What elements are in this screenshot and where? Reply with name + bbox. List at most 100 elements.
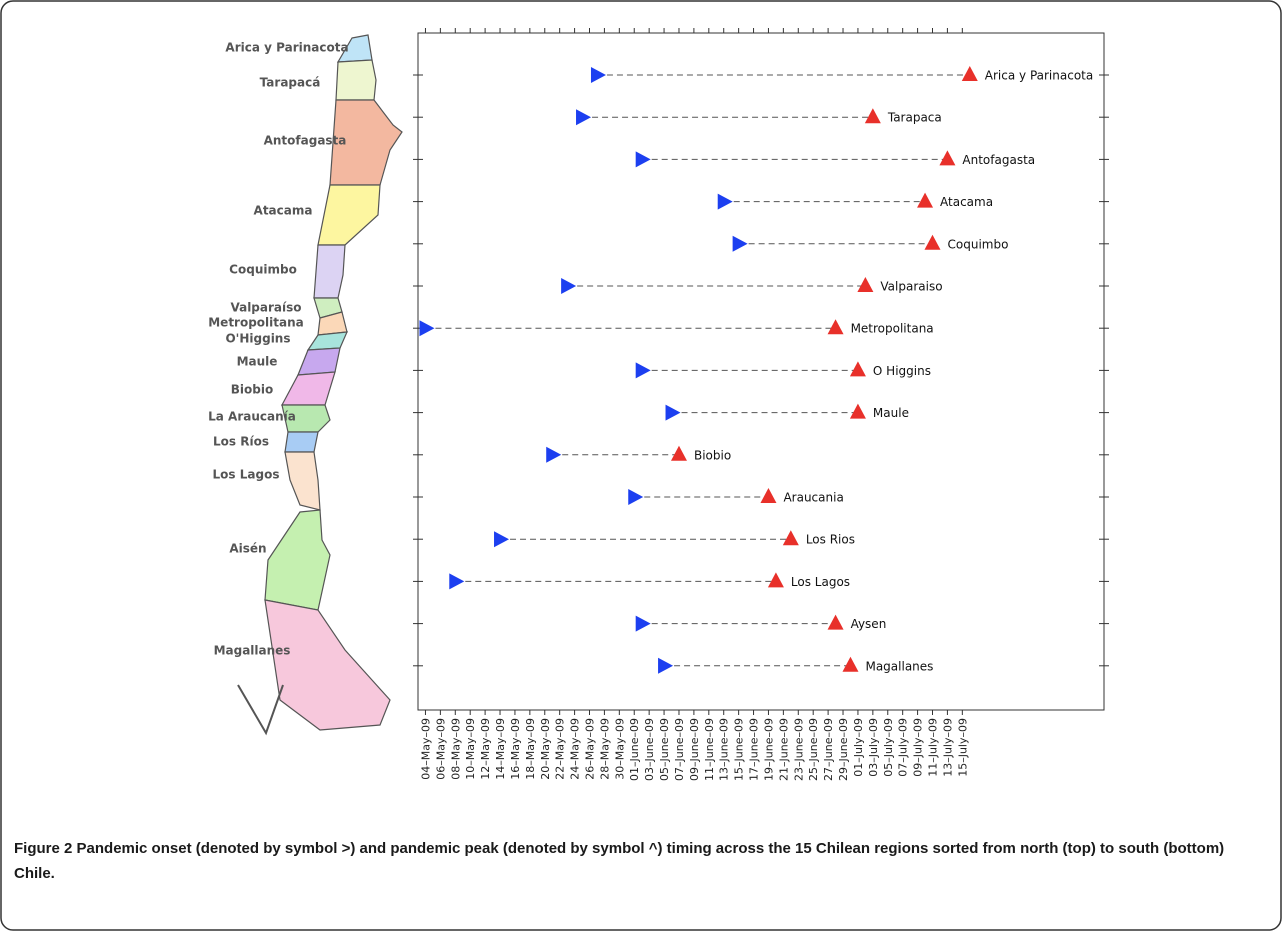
peak-marker (767, 572, 784, 588)
peak-marker (782, 530, 799, 546)
x-tick-label: 03–July–09 (867, 718, 880, 777)
region-label: Atacama (254, 204, 313, 218)
x-tick-label: 03–June–09 (643, 718, 656, 781)
x-tick-label: 11–June–09 (703, 718, 716, 781)
peak-marker (849, 403, 866, 419)
x-tick-label: 06–May–09 (434, 718, 447, 780)
region-name: Araucania (783, 491, 843, 505)
region-shape (306, 331, 348, 351)
x-tick-label: 05–July–09 (882, 718, 895, 777)
onset-marker (494, 531, 510, 548)
region-name: Arica y Parinacota (985, 69, 1093, 83)
x-tick-label: 23–June–09 (792, 718, 805, 781)
x-tick-label: 09–June–09 (688, 718, 701, 781)
x-tick-label: 12–May–09 (479, 718, 492, 780)
region-name: O Higgins (873, 364, 931, 378)
x-tick-label: 07–June–09 (673, 718, 686, 781)
region-shape (317, 184, 381, 246)
x-tick-label: 01–June–09 (628, 718, 641, 781)
x-tick-label: 05–June–09 (658, 718, 671, 781)
onset-marker (576, 109, 592, 126)
region-shape (284, 431, 319, 453)
x-tick-label: 08–May–09 (449, 718, 462, 780)
onset-marker (732, 235, 748, 252)
x-tick-label: 30–May–09 (613, 718, 626, 780)
onset-marker (635, 151, 651, 168)
x-tick-label: 17–June–09 (748, 718, 761, 781)
onset-marker (717, 193, 733, 210)
region-shape (281, 404, 331, 433)
x-tick-label: 27–June–09 (822, 718, 835, 781)
peak-marker (924, 234, 941, 250)
x-tick-label: 25–June–09 (807, 718, 820, 781)
onset-marker (635, 615, 651, 632)
region-label: La Araucanía (208, 410, 296, 424)
x-tick-label: 14–May–09 (494, 718, 507, 780)
x-tick-label: 28–May–09 (598, 718, 611, 780)
region-name: Biobio (694, 448, 731, 462)
onset-marker (419, 320, 435, 337)
region-label: Valparaíso (230, 301, 301, 315)
x-tick-label: 01–July–09 (852, 718, 865, 777)
x-tick-label: 29–June–09 (837, 718, 850, 781)
x-tick-label: 11–July–09 (927, 718, 940, 777)
x-tick-label: 18–May–09 (524, 718, 537, 780)
region-label: Arica y Parinacota (225, 41, 348, 55)
map: Arica y Parinacota Tarapacá Antofagasta Ata… (208, 34, 403, 736)
region-label: Coquimbo (229, 263, 297, 277)
onset-marker (635, 362, 651, 379)
region-name: Coquimbo (948, 237, 1009, 251)
region-name: Maule (873, 406, 909, 420)
region-name: Aysen (851, 617, 887, 631)
region-label: Biobio (231, 383, 273, 397)
x-tick-label: 13–June–09 (718, 718, 731, 781)
region-label: O'Higgins (225, 332, 290, 346)
x-tick-label: 22–May–09 (554, 718, 567, 780)
peak-marker (827, 614, 844, 630)
caption-text: Pandemic onset (denoted by symbol >) and… (14, 840, 1225, 882)
peak-marker (827, 319, 844, 335)
peak-marker (842, 656, 859, 672)
antarctic-marker (237, 684, 284, 736)
x-tick-label: 16–May–09 (509, 718, 522, 780)
x-tick-label: 04–May–09 (419, 718, 432, 780)
region-name: Los Rios (806, 533, 855, 547)
region-label: Los Lagos (213, 468, 280, 482)
region-name: Antofagasta (962, 153, 1035, 167)
x-tick-label: 26–May–09 (584, 718, 597, 780)
region-name: Metropolitana (851, 322, 934, 336)
region-label: Antofagasta (264, 134, 347, 148)
x-tick-label: 09–July–09 (912, 718, 925, 777)
region-name: Atacama (940, 195, 993, 209)
x-tick-label: 15–July–09 (956, 718, 969, 777)
peak-marker (961, 66, 978, 81)
onset-marker (546, 446, 562, 463)
region-shape (264, 509, 331, 611)
caption: Figure 2 Pandemic onset (denoted by symb… (14, 836, 1264, 886)
region-label: Metropolitana (208, 316, 304, 330)
peak-marker (760, 488, 777, 503)
x-tick-label: 13–July–09 (941, 718, 954, 777)
onset-marker (449, 573, 465, 590)
region-label: Aisén (229, 542, 266, 556)
x-tick-label: 07–July–09 (897, 718, 910, 777)
onset-marker (628, 489, 644, 505)
region-label: Los Ríos (213, 435, 269, 449)
region-label: Maule (237, 355, 278, 369)
region-name: Magallanes (865, 659, 933, 673)
region-shape (284, 451, 321, 511)
onset-marker (561, 278, 577, 294)
caption-label: Figure 2 (14, 840, 73, 857)
plot-area: 04–May–09 06–May–09 08–May–09 10–May–09 12–M… (413, 28, 1109, 781)
x-tick-label: 24–May–09 (569, 718, 582, 780)
peak-marker (849, 361, 866, 377)
region-label: Tarapacá (260, 76, 321, 90)
onset-marker (658, 657, 674, 674)
peak-marker (939, 150, 956, 166)
peak-marker (864, 108, 881, 124)
peak-marker (917, 192, 934, 208)
onset-marker (590, 67, 606, 83)
region-name: Valparaiso (880, 280, 942, 294)
